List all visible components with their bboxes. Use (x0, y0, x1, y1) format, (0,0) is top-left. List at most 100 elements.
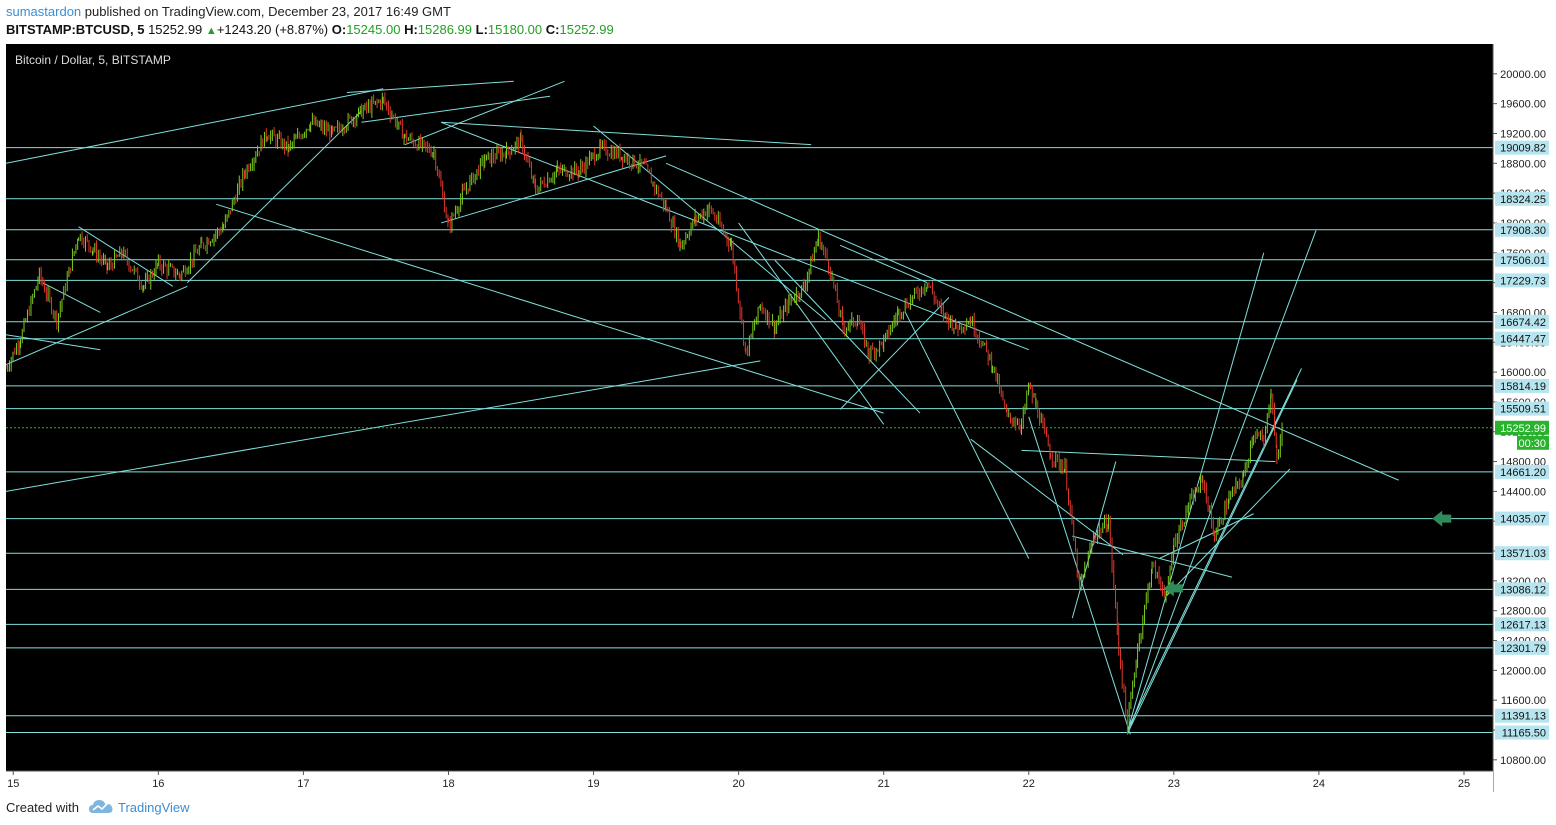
level-tag-bg-11 (1495, 546, 1549, 561)
level-tag-3: 17506.01 (1500, 255, 1546, 267)
level-tag-bg-5 (1495, 314, 1549, 329)
trend-line-11 (441, 155, 667, 224)
level-tag-7: 15814.19 (1500, 381, 1546, 393)
price-change: +1243.20 (+8.87%) (216, 22, 329, 37)
trend-line-5 (42, 282, 101, 313)
footer: Created with TradingView (0, 792, 1556, 825)
level-tag-bg-12 (1495, 582, 1549, 597)
level-tag-12: 13086.12 (1500, 584, 1546, 596)
high-value: 15286.99 (417, 22, 473, 37)
level-tag-bg-4 (1495, 273, 1549, 288)
level-tag-1: 18324.25 (1500, 194, 1546, 206)
trend-line-0 (6, 88, 384, 164)
y-tick-label-2: 19200.00 (1500, 128, 1546, 140)
countdown-tag: 00:30 (1518, 438, 1546, 450)
x-tick-label-0: 15 (7, 778, 19, 790)
created-with-label: Created with (6, 800, 79, 815)
price-chart[interactable]: Bitcoin / Dollar, 5, BITSTAMP 20000.00 19… (6, 44, 1550, 792)
current-price-tag-bg (1495, 420, 1549, 435)
close-value: 15252.99 (559, 22, 614, 37)
y-tick-label-23: 10800.00 (1500, 755, 1546, 767)
trend-line-15 (593, 125, 826, 321)
horizontal-levels (6, 147, 1493, 734)
trend-line-14 (665, 162, 1399, 481)
level-tag-13: 12617.13 (1500, 619, 1546, 631)
y-tick-label-3: 18800.00 (1500, 158, 1546, 170)
x-tick-label-6: 21 (878, 778, 890, 790)
level-tag-16: 11165.50 (1502, 728, 1546, 740)
level-tag-6: 16447.47 (1500, 334, 1546, 346)
trend-line-27 (1126, 230, 1317, 735)
trend-line-7 (346, 80, 514, 93)
x-tick-label-10: 25 (1458, 778, 1470, 790)
level-tag-bg-7 (1495, 378, 1549, 393)
trend-line-18 (839, 244, 928, 284)
y-tick-label-0: 20000.00 (1500, 69, 1546, 81)
level-tag-bg-15 (1495, 708, 1549, 723)
level-tag-14: 12301.79 (1500, 643, 1546, 655)
x-tick-label-4: 19 (587, 778, 599, 790)
level-tag-bg-10 (1495, 511, 1549, 526)
level-tag-bg-8 (1495, 401, 1549, 416)
y-tick-label-20: 12000.00 (1500, 665, 1546, 677)
x-tick-label-8: 23 (1168, 778, 1180, 790)
countdown-tag-bg (1517, 435, 1549, 450)
close-label: C: (545, 22, 560, 37)
published-text: published on TradingView.com, December 2… (84, 4, 451, 19)
trend-line-2 (6, 334, 101, 351)
open-value: 15245.00 (346, 22, 401, 37)
time-axis-ticks: 15 16 17 18 19 20 21 22 23 24 25 (7, 771, 1470, 790)
level-tag-bg-6 (1495, 331, 1549, 346)
level-tag-4: 17229.73 (1500, 275, 1546, 287)
trend-line-30 (1159, 513, 1254, 559)
ohlc-line: BITSTAMP:BTCUSD, 5 15252.99 ▲+1243.20 (+… (6, 22, 614, 37)
level-tag-bg-1 (1495, 191, 1549, 206)
chart-header: sumastardon published on TradingView.com… (0, 0, 1556, 44)
candles (6, 92, 1283, 735)
level-tag-bg-14 (1495, 640, 1549, 655)
level-tag-9: 14661.20 (1500, 467, 1546, 479)
level-tag-11: 13571.03 (1500, 548, 1546, 560)
price-level-tags: 19009.82 18324.25 17908.30 17506.01 17229.73… (1495, 140, 1549, 740)
x-tick-label-2: 17 (297, 778, 309, 790)
x-tick-label-3: 18 (442, 778, 454, 790)
y-tick-label-21: 11600.00 (1501, 695, 1546, 707)
trend-line-3 (6, 285, 188, 366)
trend-line-10 (404, 80, 565, 146)
annotation-arrow-0 (1163, 580, 1183, 597)
publish-line: sumastardon published on TradingView.com… (6, 4, 451, 19)
annotation-arrow-1 (1432, 510, 1452, 527)
tradingview-cloud-icon (88, 798, 114, 821)
chart-area[interactable]: Bitcoin / Dollar, 5, BITSTAMP 20000.00 19… (6, 44, 1550, 792)
level-tag-bg-13 (1495, 617, 1549, 632)
up-triangle-icon: ▲ (205, 25, 217, 37)
trend-line-8 (361, 95, 551, 123)
y-tick-label-1: 19600.00 (1500, 99, 1546, 111)
trend-line-13 (441, 121, 1029, 351)
trend-line-16 (738, 222, 885, 425)
low-value: 15180.00 (487, 22, 543, 37)
plot-background (6, 44, 1493, 771)
level-tag-bg-9 (1495, 464, 1549, 479)
trend-line-28 (1126, 368, 1302, 731)
level-tag-15: 11391.13 (1501, 711, 1546, 723)
trend-line-12 (216, 203, 884, 414)
annotation-arrows (1163, 510, 1452, 597)
level-tag-2: 17908.30 (1500, 225, 1546, 237)
time-axis[interactable] (6, 771, 1493, 792)
trend-line-25 (1021, 449, 1276, 463)
x-tick-label-7: 22 (1023, 778, 1035, 790)
y-tick-label-18: 12800.00 (1500, 606, 1546, 618)
level-tag-8: 15509.51 (1500, 404, 1546, 416)
high-label: H: (404, 22, 418, 37)
tradingview-link[interactable]: TradingView (118, 800, 190, 815)
level-tag-bg-16 (1495, 725, 1549, 740)
low-label: L: (475, 22, 488, 37)
trend-line-20 (905, 312, 1030, 559)
trend-line-6 (186, 110, 362, 283)
trend-line-17 (774, 259, 921, 414)
author-link[interactable]: sumastardon (6, 4, 82, 19)
x-tick-label-5: 20 (732, 778, 744, 790)
open-label: O: (331, 22, 347, 37)
last-price: 15252.99 (148, 22, 203, 37)
